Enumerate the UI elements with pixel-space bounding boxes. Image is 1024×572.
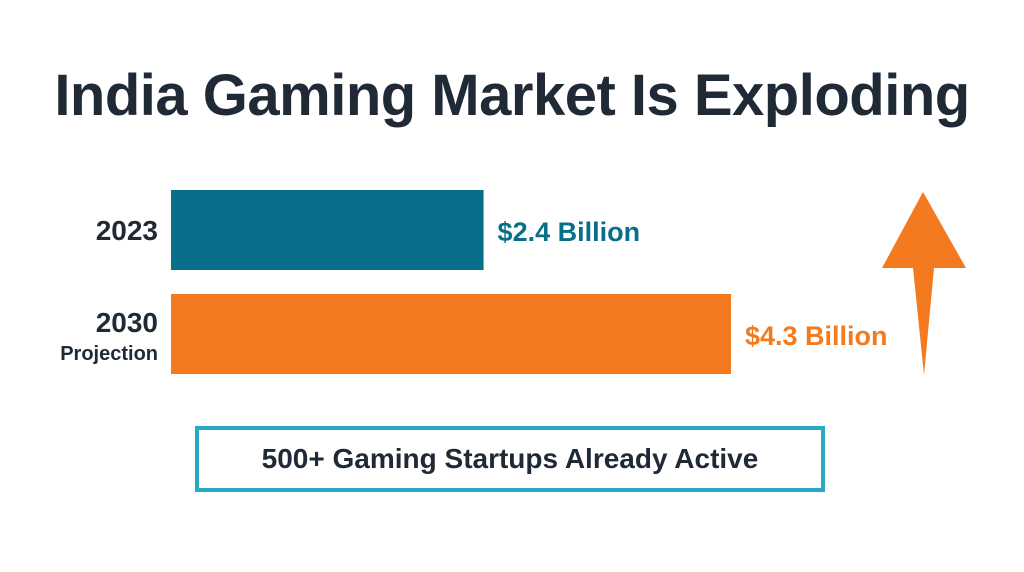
bar-2023 [171,190,484,270]
category-label-2030: 2030 [96,307,158,338]
value-label-2030: $4.3 Billion [745,321,888,351]
category-sublabel-2030: Projection [60,343,158,365]
startups-callout-box: 500+ Gaming Startups Already Active [195,426,825,492]
up-arrow-icon [882,192,966,375]
bar-2030 [171,294,731,374]
category-label-2023: 2023 [96,215,158,246]
value-label-2023: $2.4 Billion [498,217,641,247]
page-title: India Gaming Market Is Exploding [54,63,970,128]
startups-callout-text: 500+ Gaming Startups Already Active [261,443,759,474]
